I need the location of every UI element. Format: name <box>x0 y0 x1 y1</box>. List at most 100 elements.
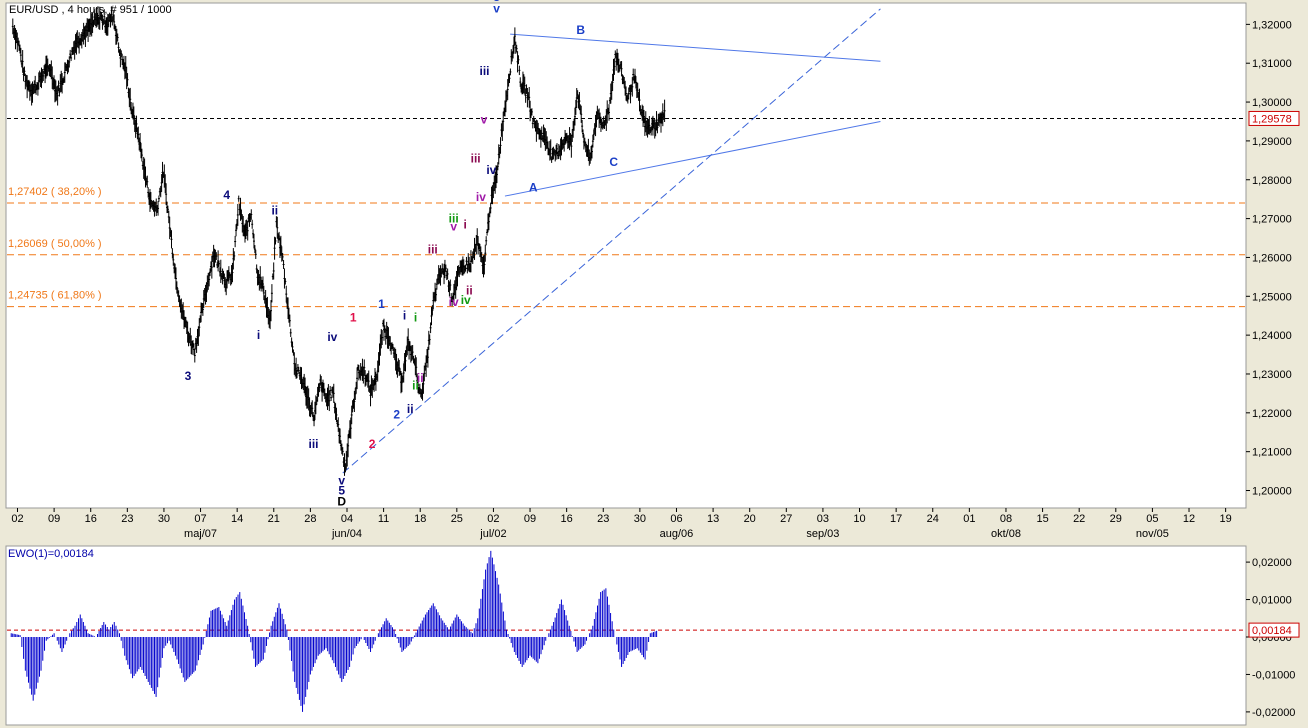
price-panel[interactable]: EUR/USD , 4 hours, # 951 / 1000 1,27402 … <box>5 0 1247 509</box>
wave-label: ii <box>412 379 419 393</box>
date-tick-label: 23 <box>121 513 133 525</box>
price-tick-label: 1,31000 <box>1252 58 1292 70</box>
ewo-plot-area <box>5 545 1247 726</box>
date-tick-label: 09 <box>524 513 536 525</box>
wave-label: v <box>481 112 488 126</box>
date-tick-label: 25 <box>451 513 463 525</box>
date-x-axis: 02 09 16 23 30 07 14 21 28 04 11 18 25 02 09 16 23 30 06 13… <box>11 508 1232 540</box>
wave-label: ii <box>271 204 278 218</box>
price-tick-label: 1,20000 <box>1252 486 1292 498</box>
ewo-title: EWO(1)=0,00184 <box>8 548 94 560</box>
ewo-tick-label: 0,01000 <box>1252 595 1292 607</box>
price-tick-label: 1,28000 <box>1252 175 1292 187</box>
triangle-trendline <box>504 120 881 197</box>
wave-label: iii <box>428 243 438 257</box>
fib-level-label: 1,24735 ( 61,80% ) <box>8 290 102 302</box>
date-tick-label: 16 <box>561 513 573 525</box>
date-tick-label: 22 <box>1073 513 1085 525</box>
date-tick-label: 17 <box>890 513 902 525</box>
price-tick-label: 1,25000 <box>1252 291 1292 303</box>
month-label: jun/04 <box>331 528 362 540</box>
wave-label: ii <box>407 402 414 416</box>
date-tick-label: 07 <box>194 513 206 525</box>
wave-label: 3 <box>185 369 192 383</box>
wave-label: v <box>338 474 345 488</box>
price-y-axis: 1,20000 1,21000 1,22000 1,23000 1,24000 1,250… <box>1246 19 1300 498</box>
month-label: aug/06 <box>660 528 694 540</box>
wave-label: ii <box>466 283 473 297</box>
price-series <box>11 6 666 476</box>
price-tick-label: 1,26000 <box>1252 252 1292 264</box>
price-tick-label: 1,23000 <box>1252 369 1292 381</box>
trendlines <box>342 8 881 474</box>
fibonacci-levels: 1,27402 ( 38,20% ) 1,26069 ( 50,00% ) 1,24… <box>7 186 1245 308</box>
wave-label: iv <box>449 295 459 309</box>
date-tick-label: 15 <box>1036 513 1048 525</box>
price-tick-label: 1,22000 <box>1252 408 1292 420</box>
wave-label: 4 <box>223 188 230 202</box>
wave-label: 1 <box>350 311 357 325</box>
ewo-tick-label: -0,02000 <box>1252 707 1295 719</box>
date-tick-label: 16 <box>85 513 97 525</box>
date-tick-label: 30 <box>634 513 646 525</box>
wave-label: i <box>414 311 417 325</box>
wave-label: 1 <box>378 297 385 311</box>
wave-label: iii <box>480 64 490 78</box>
date-tick-label: 30 <box>158 513 170 525</box>
wave-label: i <box>464 217 467 231</box>
wave-label: 5 <box>338 483 345 497</box>
date-tick-label: 05 <box>1146 513 1158 525</box>
ewo-tick-label: 0,02000 <box>1252 557 1292 569</box>
wave-label: A <box>529 180 538 194</box>
date-tick-label: 01 <box>963 513 975 525</box>
wave-label: i <box>257 328 260 342</box>
wave-label: iii <box>309 437 319 451</box>
current-price-label: 1,29578 <box>1252 113 1292 125</box>
month-label: maj/07 <box>184 528 217 540</box>
current-price-box <box>1248 110 1300 126</box>
wave-label: iii <box>471 151 481 165</box>
month-label: nov/05 <box>1136 528 1169 540</box>
fib-level-label: 1,27402 ( 38,20% ) <box>8 186 102 198</box>
ewo-current-label: 0,00184 <box>1252 625 1292 637</box>
ewo-tick-label: -0,01000 <box>1252 669 1295 681</box>
date-tick-label: 03 <box>817 513 829 525</box>
ewo-y-axis: 0,020000,010000,00000-0,01000-0,020000,0… <box>1246 557 1300 719</box>
month-label: okt/08 <box>991 528 1021 540</box>
wave-label: iv <box>476 190 486 204</box>
wave-label: ii <box>417 371 424 385</box>
wave-label: iii <box>449 211 459 225</box>
fib-level-label: 1,26069 ( 50,00% ) <box>8 238 102 250</box>
wave-label: v <box>493 2 500 16</box>
price-plot-area <box>5 2 1247 509</box>
ewo-panel[interactable]: EWO(1)=0,00184 <box>5 545 1247 726</box>
date-tick-label: 14 <box>231 513 243 525</box>
date-tick-label: 21 <box>268 513 280 525</box>
date-tick-label: 27 <box>780 513 792 525</box>
date-tick-label: 02 <box>487 513 499 525</box>
date-tick-label: 04 <box>341 513 353 525</box>
chart-title: EUR/USD , 4 hours, # 951 / 1000 <box>9 4 172 16</box>
triangle-trendline <box>510 33 881 62</box>
price-tick-label: 1,21000 <box>1252 447 1292 459</box>
date-tick-label: 24 <box>927 513 939 525</box>
date-tick-label: 12 <box>1183 513 1195 525</box>
price-tick-label: 1,24000 <box>1252 330 1292 342</box>
wave-labels: 34iiiiiiivv5D1212iiiiiiiiiiiiiiviviiiivi… <box>185 0 619 508</box>
wave-label: iv <box>327 330 337 344</box>
wave-label: iv <box>486 163 496 177</box>
wave-label: C <box>609 155 618 169</box>
date-tick-label: 28 <box>304 513 316 525</box>
ewo-histogram <box>10 550 658 712</box>
wave-label: i <box>403 309 406 323</box>
ewo-current-box <box>1248 622 1300 638</box>
wave-label: 3 <box>493 0 500 4</box>
wave-label: iv <box>461 293 471 307</box>
wave-label: 2 <box>369 437 376 451</box>
price-tick-label: 1,27000 <box>1252 214 1292 226</box>
date-tick-label: 09 <box>48 513 60 525</box>
date-tick-label: 13 <box>707 513 719 525</box>
price-tick-label: 1,32000 <box>1252 19 1292 31</box>
date-tick-label: 02 <box>11 513 23 525</box>
